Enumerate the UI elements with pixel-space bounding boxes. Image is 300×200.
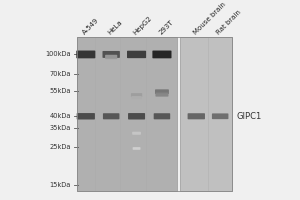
Text: 35kDa: 35kDa: [50, 125, 71, 131]
Text: HepG2: HepG2: [132, 15, 153, 36]
FancyBboxPatch shape: [131, 93, 142, 97]
Text: A-549: A-549: [82, 17, 100, 36]
Text: 15kDa: 15kDa: [50, 182, 71, 188]
Bar: [77, 37, 177, 191]
FancyBboxPatch shape: [131, 96, 142, 99]
FancyBboxPatch shape: [127, 51, 146, 58]
FancyBboxPatch shape: [212, 113, 228, 119]
Text: 70kDa: 70kDa: [50, 71, 71, 77]
Bar: [180, 37, 232, 191]
Text: 40kDa: 40kDa: [50, 113, 71, 119]
Text: 293T: 293T: [158, 19, 174, 36]
FancyBboxPatch shape: [103, 113, 119, 119]
Text: 55kDa: 55kDa: [50, 88, 71, 94]
FancyBboxPatch shape: [132, 132, 141, 135]
FancyBboxPatch shape: [105, 55, 117, 59]
FancyBboxPatch shape: [77, 113, 95, 119]
Bar: [77, 37, 232, 191]
Text: 25kDa: 25kDa: [50, 144, 71, 150]
FancyBboxPatch shape: [76, 51, 95, 58]
FancyBboxPatch shape: [128, 113, 145, 119]
Text: Mouse brain: Mouse brain: [192, 1, 226, 36]
Text: HeLa: HeLa: [107, 19, 124, 36]
FancyBboxPatch shape: [154, 113, 170, 119]
Text: GIPC1: GIPC1: [237, 112, 262, 121]
FancyBboxPatch shape: [152, 51, 172, 58]
FancyBboxPatch shape: [133, 147, 140, 150]
FancyBboxPatch shape: [155, 93, 169, 97]
Text: Rat brain: Rat brain: [216, 9, 243, 36]
FancyBboxPatch shape: [103, 51, 120, 58]
FancyBboxPatch shape: [188, 113, 205, 119]
FancyBboxPatch shape: [155, 89, 169, 94]
Text: 100kDa: 100kDa: [45, 51, 71, 57]
